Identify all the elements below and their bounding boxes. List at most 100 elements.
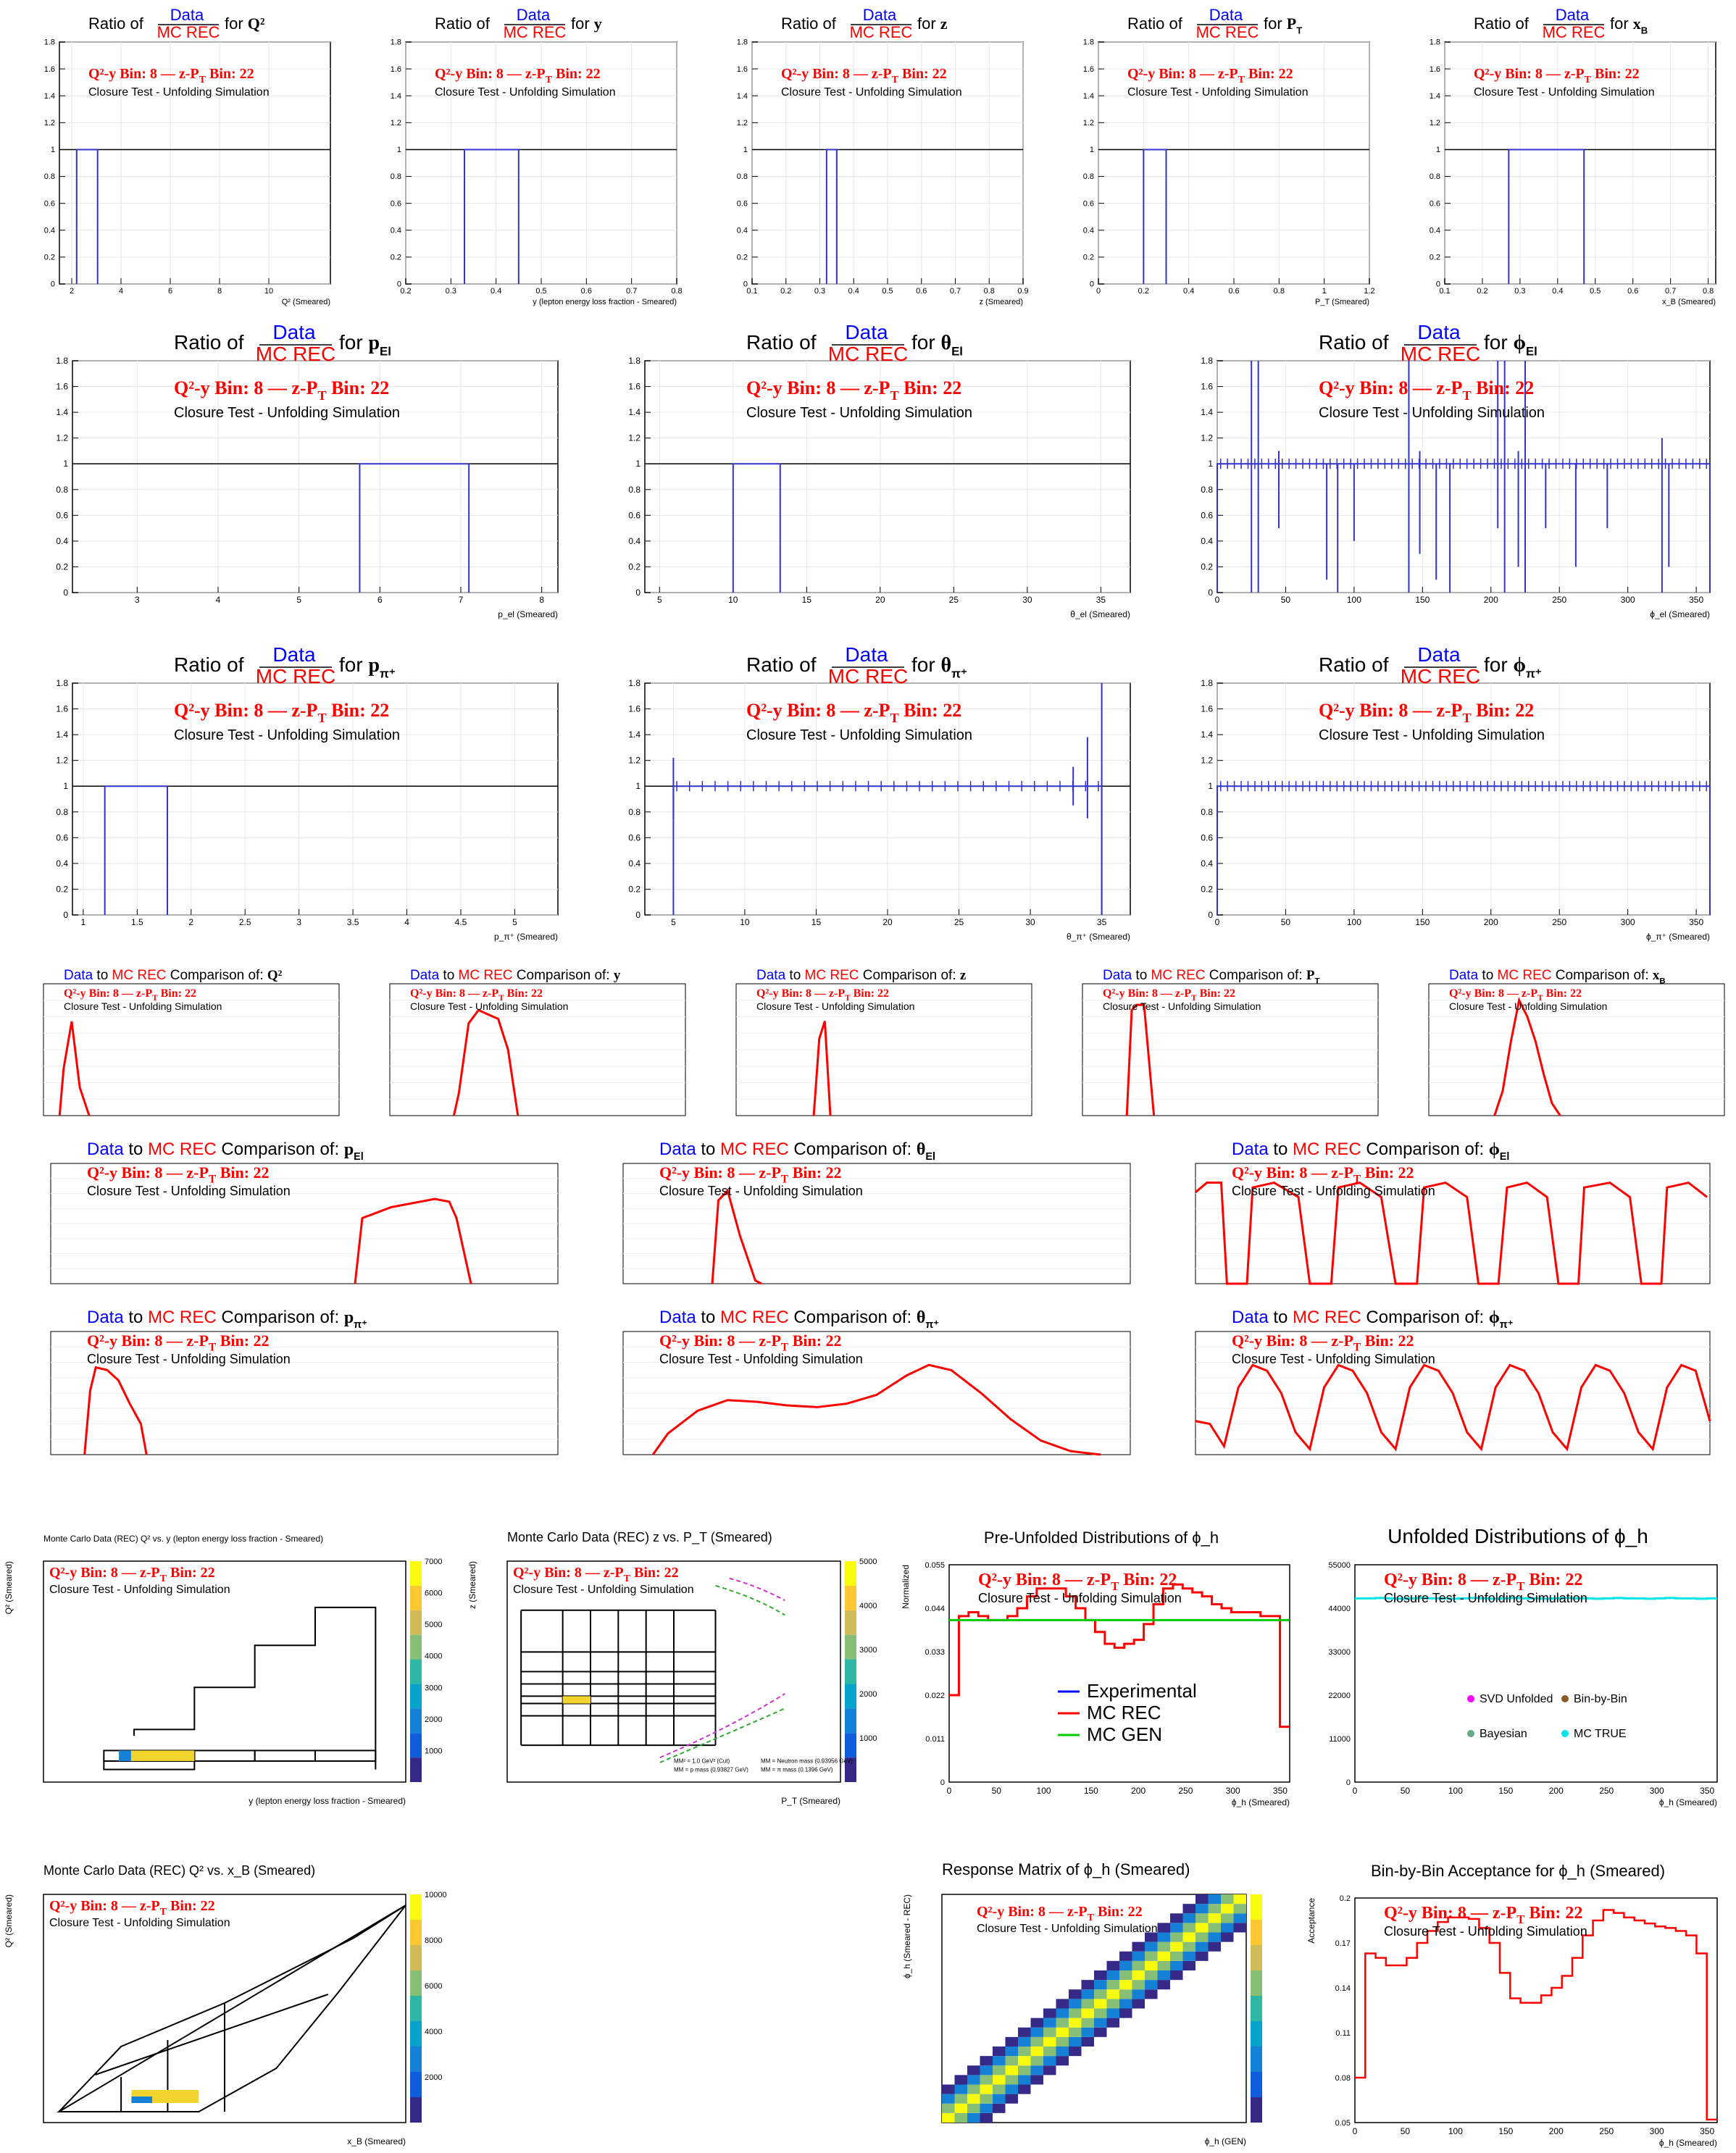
y-tick-label: 0.8 [1201,485,1213,495]
title-to: to [696,1308,720,1327]
x-tick-label: 0.4 [1552,287,1563,296]
y-tick-label: 0.055 [925,1561,945,1570]
title-of: Comparison of: [217,1140,344,1159]
ratio-plot-pel: 3 4 5 6 7 8 0 0.2 0.4 0.6 0.8 1 1.2 1.4 1.6 1.8 Ratio of… [0,319,572,637]
response-cell [1081,2036,1094,2047]
x-tick-label: 7 [459,595,464,605]
bin-label: Q²-y Bin: 8 — z-PT Bin: 22 [978,1571,1177,1593]
variable-name: p [344,1140,354,1159]
legend-entry: MM² = 1.0 GeV² (Cut) [674,1758,730,1765]
response-cell [1094,1999,1107,2009]
x-axis-label: x_B (Smeared) [1662,298,1716,306]
response-cell [1233,1894,1246,1905]
title-mc: MC REC [459,968,513,983]
variable-name: x [1653,968,1660,983]
response-cell [1069,2018,1082,2028]
x-tick-label: 0 [1215,595,1220,605]
ratio-histogram [75,149,99,284]
bin-label: Q²-y Bin: 8 — z-PT Bin: 22 [64,987,196,1003]
y-tick-label: 0.6 [1430,199,1440,208]
mc-rec-histogram [711,1188,762,1285]
plot-frame [1354,1897,1718,2123]
colorbar-cell [410,1634,422,1660]
y-tick-label: 0.8 [1083,172,1094,181]
y-tick-label: 0.6 [44,199,55,208]
bin-label: Q²-y Bin: 8 — z-PT Bin: 22 [1103,987,1235,1003]
bin-label-sub: T [845,994,851,1003]
y-tick-label: 0.6 [56,510,68,520]
y-tick-label: 0.4 [737,226,748,235]
bin-label-text: Q²-y Bin: 8 — z-P [1319,700,1463,721]
response-cell [1132,1941,1145,1952]
colorbar-tick: 5000 [425,1621,442,1629]
bin-label: Q²-y Bin: 8 — z-PT Bin: 22 [746,700,961,725]
x-tick-label: 0.1 [746,287,757,296]
variable-name: p [368,654,380,677]
bin-label: Q²-y Bin: 8 — z-PT Bin: 22 [746,377,961,403]
bin-label-tail: Bin: 22 [630,1565,679,1581]
response-cell [1056,1999,1069,2009]
x-tick-label: 0 [947,1786,952,1796]
colorbar-cell [1251,1970,1262,1996]
ratio-numerator: Data [863,6,897,24]
x-axis-label: θ_π⁺ (Smeared) [1067,932,1130,942]
ratio-plot-phpi: 0 50 100 150 200 250 300 350 0 0.2 0.4 0.6 0.8 1 1.2 1.… [1145,641,1724,960]
y-tick-label: 1.2 [737,119,748,127]
bin-label: Q²-y Bin: 8 — z-PT Bin: 22 [1449,987,1582,1003]
bin-label: Q²-y Bin: 8 — z-PT Bin: 22 [1319,377,1534,403]
y-tick-label: 1.6 [1201,382,1213,392]
bin-label-tail: Bin: 22 [899,377,962,398]
colorbar-cell [845,1757,856,1782]
cut-curve [659,1707,785,1763]
response-cell [1043,2036,1056,2047]
y-tick-label: 0.8 [628,807,640,817]
response-cell [1132,1960,1145,1970]
bin-label-text: Q²-y Bin: 8 — z-P [1474,66,1585,82]
x-tick-label: 5 [512,917,517,927]
response-cell [980,2103,993,2113]
y-tick-label: 0.2 [56,884,68,894]
y-tick-label: 1.4 [628,407,640,417]
variable-name: ϕ [1489,1140,1500,1159]
bin-label-text: Q²-y Bin: 8 — z-P [1449,987,1537,1000]
legend-marker [1561,1695,1569,1702]
colorbar-cell [410,1610,422,1635]
colorbar-cell [845,1585,856,1610]
y-tick-label: 0.2 [1430,254,1440,262]
y-axis-label: Acceptance [1306,1898,1316,1944]
x-tick-label: 100 [1448,1786,1463,1796]
response-cell [1005,2084,1018,2094]
bin-label-tail: Bin: 22 [158,987,196,1000]
x-tick-label: 150 [1084,1786,1098,1796]
y-tick-label: 0.4 [44,226,55,235]
bin-label-tail: Bin: 22 [167,1898,215,1914]
x-tick-label: 250 [1599,2126,1614,2136]
bin-label-text: Q²-y Bin: 8 — z-P [49,1898,160,1914]
response-cell [1018,2065,1031,2075]
comparison-title: Data to MC REC Comparison of: pEl [87,1140,364,1163]
bin-label-sub: T [1353,1174,1361,1186]
bin-label: Q²-y Bin: 8 — z-PT Bin: 22 [1384,1571,1582,1593]
colorbar-cell [1251,2021,1262,2047]
response-cell [1157,1970,1170,1981]
response-cell [1106,2008,1119,2018]
ratio-histogram [1217,463,1711,593]
response-cell [967,2075,980,2085]
closure-label: Closure Test - Unfolding Simulation [1384,1924,1587,1939]
title-mc: MC REC [1498,968,1552,983]
colorbar-cell [1251,1945,1262,1970]
x-tick-label: 350 [1700,1786,1714,1796]
y-axis-label: z (Smeared) [467,1561,477,1609]
closure-label: Closure Test - Unfolding Simulation [49,1917,230,1929]
y-tick-label: 0.6 [737,199,748,208]
bin-label-tail: Bin: 22 [1361,1331,1414,1350]
bin-label-sub: T [160,1907,167,1918]
bin-label-tail: Bin: 22 [1472,377,1535,398]
ratio-for: for [1264,14,1287,33]
bin-label-text: Q²-y Bin: 8 — z-P [513,1565,624,1581]
bin-label-sub: T [498,994,504,1003]
bin-label-text: Q²-y Bin: 8 — z-P [978,1571,1111,1589]
response-cell [1030,2056,1043,2066]
response-cell [1018,2036,1031,2047]
closure-label: Closure Test - Unfolding Simulation [174,405,400,421]
